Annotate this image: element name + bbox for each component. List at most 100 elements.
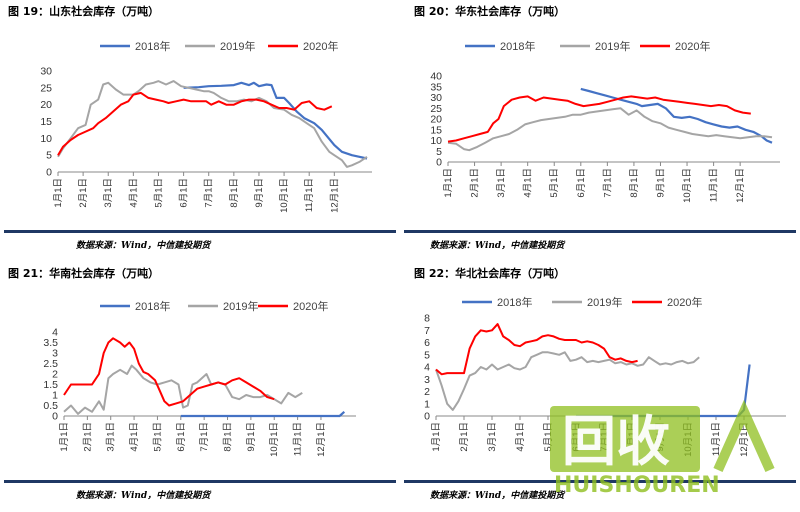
x-tick-label: 2月1日: [82, 422, 93, 452]
legend-label: 2020年: [293, 299, 328, 313]
x-tick-label: 4月1日: [129, 422, 140, 452]
legend-label: 2020年: [675, 39, 710, 53]
legend-label: 2019年: [220, 39, 255, 53]
legend-label: 2019年: [223, 299, 258, 313]
y-tick-label: 2.5: [43, 358, 58, 370]
y-tick-label: 8: [424, 313, 430, 325]
x-tick-label: 3月1日: [487, 422, 498, 452]
y-tick-label: 5: [436, 146, 442, 158]
x-tick-label: 2月1日: [459, 422, 470, 452]
y-tick-label: 0: [424, 411, 430, 423]
watermark-logo: 回收 HUISHOUREN: [550, 400, 775, 496]
chart-shandong: 2018年 2019年 2020年 0 5 10 15 20 25 30 1月1日 2月1日 3月1日 4…: [40, 39, 372, 213]
panel-shandong: 图 19：山东社会库存（万吨） 2018年 2019年 2020年 0 5 10 15 20 2…: [0, 0, 400, 251]
y-tick-label: 40: [430, 71, 442, 83]
legend-label: 2019年: [587, 295, 622, 309]
watermark-backdrop: [550, 406, 700, 472]
watermark-small-text: HUISHOUREN: [554, 473, 720, 496]
y-tick-label: 0: [52, 411, 58, 423]
y-tick-label: 15: [430, 124, 442, 136]
y-tick-label: 20: [40, 99, 52, 111]
x-tick-label: 1月1日: [443, 168, 454, 198]
y-tick-label: 25: [40, 82, 52, 94]
series-line-2018年: [580, 87, 773, 144]
x-tick-label: 3月1日: [106, 422, 117, 452]
x-tick-label: 7月1日: [602, 168, 613, 198]
y-tick-label: 30: [40, 66, 52, 78]
x-tick-label: 12月1日: [316, 422, 327, 457]
x-tick-label: 11月1日: [293, 422, 304, 456]
y-tick-label: 5: [424, 349, 430, 361]
series-line-2020年: [435, 323, 638, 376]
y-tick-label: 6: [424, 337, 430, 349]
x-tick-label: 11月1日: [709, 168, 720, 202]
x-tick-label: 9月1日: [246, 422, 257, 452]
x-tick-label: 2月1日: [470, 168, 481, 198]
source-note: 数据来源：Wind，中信建投期货: [430, 491, 565, 501]
x-tick-label: 10月1日: [682, 168, 693, 203]
legend-label: 2020年: [303, 39, 338, 53]
y-tick-label: 25: [430, 103, 442, 115]
series-line-2018年: [180, 410, 346, 418]
legend-label: 2019年: [595, 39, 630, 53]
series-line-2019年: [447, 107, 773, 152]
legend-label: 2018年: [135, 39, 170, 53]
x-tick-label: 9月1日: [254, 178, 265, 208]
series-line-2019年: [63, 364, 303, 415]
source-note: 数据来源：Wind，中信建投期货: [76, 241, 211, 251]
y-tick-label: 1.5: [43, 379, 58, 391]
series-line-2020年: [447, 95, 751, 143]
y-tick-label: 20: [430, 114, 442, 126]
y-tick-label: 4: [424, 362, 430, 374]
x-tick-label: 7月1日: [199, 422, 210, 452]
x-tick-label: 8月1日: [223, 422, 234, 452]
y-tick-label: 7: [424, 325, 430, 337]
y-tick-label: 10: [40, 133, 52, 145]
watermark-big-text: 回收: [562, 410, 670, 473]
x-tick-label: 3月1日: [103, 178, 114, 208]
y-tick-label: 3: [424, 374, 430, 386]
y-tick-label: 30: [430, 92, 442, 104]
x-tick-label: 1月1日: [53, 178, 64, 208]
x-tick-label: 7月1日: [204, 178, 215, 208]
x-tick-label: 11月1日: [711, 422, 722, 456]
y-tick-label: 3: [52, 348, 58, 360]
y-tick-label: 15: [40, 116, 52, 128]
y-tick-label: 5: [46, 150, 52, 162]
panel-huanan: 图 21：华南社会库存（万吨） 2018年 2019年 2020年 0 0.5 1 1.5 2…: [0, 262, 400, 512]
legend-label: 2018年: [500, 39, 535, 53]
x-tick-label: 12月1日: [739, 422, 750, 457]
x-tick-label: 1月1日: [431, 422, 442, 452]
x-tick-label: 4月1日: [515, 422, 526, 452]
x-tick-label: 5月1日: [152, 422, 163, 452]
y-tick-label: 1: [424, 398, 430, 410]
panel-huadong: 图 20：华东社会库存（万吨） 2018年 2019年 2020年 0 5 10 15 20 2…: [400, 0, 800, 251]
x-tick-label: 2月1日: [78, 178, 89, 208]
chart-title: 图 20：华东社会库存（万吨）: [414, 5, 566, 18]
x-tick-label: 6月1日: [576, 168, 587, 198]
divider: [404, 230, 796, 233]
divider: [404, 480, 796, 483]
chart-title: 图 22：华北社会库存（万吨）: [414, 267, 566, 280]
x-tick-label: 3月1日: [496, 168, 507, 198]
y-tick-label: 35: [430, 81, 442, 93]
x-tick-label: 6月1日: [179, 178, 190, 208]
y-tick-label: 1: [52, 390, 58, 402]
legend-label: 2018年: [497, 295, 532, 309]
series-line-2019年: [57, 80, 368, 168]
y-tick-label: 0.5: [43, 400, 58, 412]
divider: [4, 230, 396, 233]
source-note: 数据来源：Wind，中信建投期货: [76, 491, 211, 501]
chart-title: 图 21：华南社会库存（万吨）: [8, 267, 160, 280]
watermark-mark: [713, 400, 775, 473]
source-note: 数据来源：Wind，中信建投期货: [430, 241, 565, 251]
y-tick-label: 2: [424, 386, 430, 398]
x-tick-label: 5月1日: [549, 168, 560, 198]
x-tick-label: 1月1日: [59, 422, 70, 452]
x-tick-label: 8月1日: [229, 178, 240, 208]
x-tick-label: 9月1日: [655, 168, 666, 198]
y-tick-label: 2: [52, 369, 58, 381]
chart-huanan: 2018年 2019年 2020年 00.511.522.533.54 1月1日 2月1日…: [43, 299, 356, 457]
y-tick-label: 4: [52, 327, 58, 339]
